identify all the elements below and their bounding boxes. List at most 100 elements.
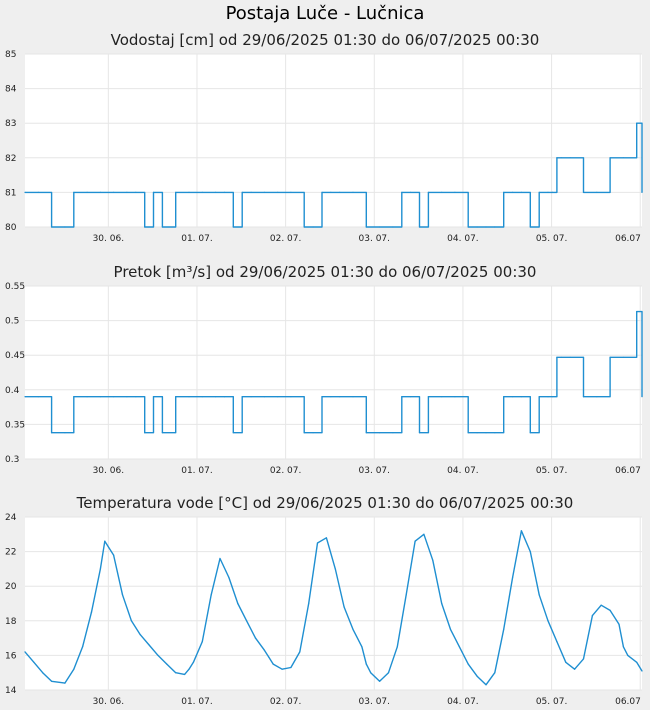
water-temperature-data-point xyxy=(254,637,257,639)
water-level-data-point xyxy=(339,191,341,193)
water-temperature-data-point xyxy=(387,672,390,674)
water-temperature-data-point xyxy=(272,663,274,665)
water-level-data-point xyxy=(529,226,531,228)
water-level-xtick-label: 01. 07. xyxy=(181,234,213,244)
water-level-data-point xyxy=(427,191,429,193)
water-temperature-xtick-label: 06.07 xyxy=(615,697,641,707)
water-temperature-data-point xyxy=(641,670,643,672)
discharge-data-point xyxy=(188,396,190,398)
discharge-data-point xyxy=(241,396,243,398)
discharge-xtick-label: 05. 07. xyxy=(536,466,568,476)
water-level-xtick-label: 06.07 xyxy=(615,234,641,244)
water-level-data-point xyxy=(511,191,514,193)
water-level-data-point xyxy=(73,191,75,193)
water-level-data-point xyxy=(494,226,496,228)
water-temperature-xtick-label: 04. 07. xyxy=(447,697,479,707)
water-level-ytick-label: 82 xyxy=(5,154,16,164)
water-temperature-xtick-label: 02. 07. xyxy=(270,697,302,707)
water-level-ytick-label: 83 xyxy=(5,119,16,129)
discharge-ytick-label: 0.35 xyxy=(5,420,25,430)
water-temperature-data-point xyxy=(600,604,602,606)
discharge-data-point xyxy=(277,396,279,398)
discharge-data-point xyxy=(520,396,523,398)
water-level-ytick-label: 84 xyxy=(5,85,17,95)
water-level-data-point xyxy=(188,191,190,193)
water-temperature-ytick-label: 22 xyxy=(5,548,16,558)
water-temperature-data-point xyxy=(503,628,505,630)
discharge-data-point xyxy=(263,396,265,398)
water-level-data-point xyxy=(290,191,292,193)
water-level-title: Vodostaj [cm] od 29/06/2025 01:30 do 06/… xyxy=(111,31,540,49)
discharge-data-point xyxy=(113,396,115,398)
water-temperature-data-point xyxy=(511,576,514,579)
water-temperature-data-point xyxy=(210,594,212,596)
discharge-data-point xyxy=(538,396,540,398)
discharge-data-point xyxy=(24,396,26,398)
water-level-data-point xyxy=(636,122,638,124)
water-temperature-data-point xyxy=(618,623,620,625)
water-temperature-data-point xyxy=(104,540,106,542)
water-temperature-data-point xyxy=(365,663,367,665)
discharge-data-point xyxy=(126,396,128,398)
chart-water-level: Vodostaj [cm] od 29/06/2025 01:30 do 06/… xyxy=(5,31,643,244)
water-temperature-data-point xyxy=(423,533,425,535)
water-level-data-point xyxy=(321,191,323,193)
water-level-ytick-label: 85 xyxy=(5,50,16,60)
water-temperature-data-point xyxy=(290,666,292,669)
water-temperature-data-point xyxy=(316,542,319,544)
discharge-data-point xyxy=(379,432,381,434)
discharge-data-point xyxy=(152,396,155,398)
water-level-data-point xyxy=(485,226,487,228)
discharge-data-point xyxy=(64,432,66,434)
water-temperature-data-point xyxy=(308,602,310,605)
discharge-data-point xyxy=(232,432,234,434)
water-level-xtick-label: 02. 07. xyxy=(270,234,302,244)
discharge-data-point xyxy=(582,396,585,398)
water-level-data-point xyxy=(556,157,558,159)
water-level-data-point xyxy=(113,191,115,193)
discharge-title: Pretok [m³/s] od 29/06/2025 01:30 do 06/… xyxy=(114,263,537,281)
water-temperature-ytick-label: 24 xyxy=(5,513,17,523)
water-level-ytick-label: 80 xyxy=(5,223,17,233)
water-temperature-data-point xyxy=(157,654,159,656)
water-level-data-point xyxy=(352,191,354,193)
water-temperature-data-point xyxy=(82,646,84,648)
water-temperature-data-point xyxy=(547,620,549,622)
discharge-data-point xyxy=(290,396,292,398)
discharge-xtick-label: 04. 07. xyxy=(447,466,479,476)
water-temperature-data-point xyxy=(24,651,26,653)
water-temperature-data-point xyxy=(237,602,239,605)
discharge-data-point xyxy=(547,396,549,398)
water-level-data-point xyxy=(135,191,137,193)
discharge-data-point xyxy=(321,396,323,398)
water-temperature-xtick-label: 01. 07. xyxy=(181,697,213,707)
water-temperature-data-point xyxy=(33,661,35,663)
water-level-data-point xyxy=(24,191,26,193)
discharge-data-point xyxy=(135,396,137,398)
discharge-xtick-label: 06.07 xyxy=(615,466,641,476)
water-level-data-point xyxy=(551,191,554,193)
chart-water-temperature: Temperatura vode [°C] od 29/06/2025 01:3… xyxy=(5,494,643,707)
water-temperature-data-point xyxy=(622,646,625,648)
discharge-ytick-label: 0.4 xyxy=(5,386,20,396)
water-level-xtick-label: 30. 06. xyxy=(93,234,125,244)
water-temperature-data-point xyxy=(219,557,221,560)
water-temperature-data-point xyxy=(175,672,177,674)
water-temperature-data-point xyxy=(476,675,478,677)
water-temperature-data-point xyxy=(405,594,407,596)
discharge-data-point xyxy=(418,432,421,434)
discharge-data-point xyxy=(410,396,412,398)
water-temperature-xtick-label: 30. 06. xyxy=(93,697,125,707)
discharge-data-point xyxy=(467,432,469,434)
water-temperature-data-point xyxy=(188,668,190,670)
water-temperature-data-point xyxy=(396,646,398,648)
water-level-data-point xyxy=(582,191,585,193)
water-temperature-data-point xyxy=(538,594,540,596)
discharge-data-point xyxy=(175,396,177,398)
water-temperature-data-point xyxy=(520,530,523,532)
water-level-xtick-label: 05. 07. xyxy=(536,234,568,244)
water-temperature-data-point xyxy=(281,668,283,670)
water-temperature-ytick-label: 18 xyxy=(5,617,17,627)
water-level-data-point xyxy=(263,191,265,193)
discharge-data-point xyxy=(365,432,367,434)
